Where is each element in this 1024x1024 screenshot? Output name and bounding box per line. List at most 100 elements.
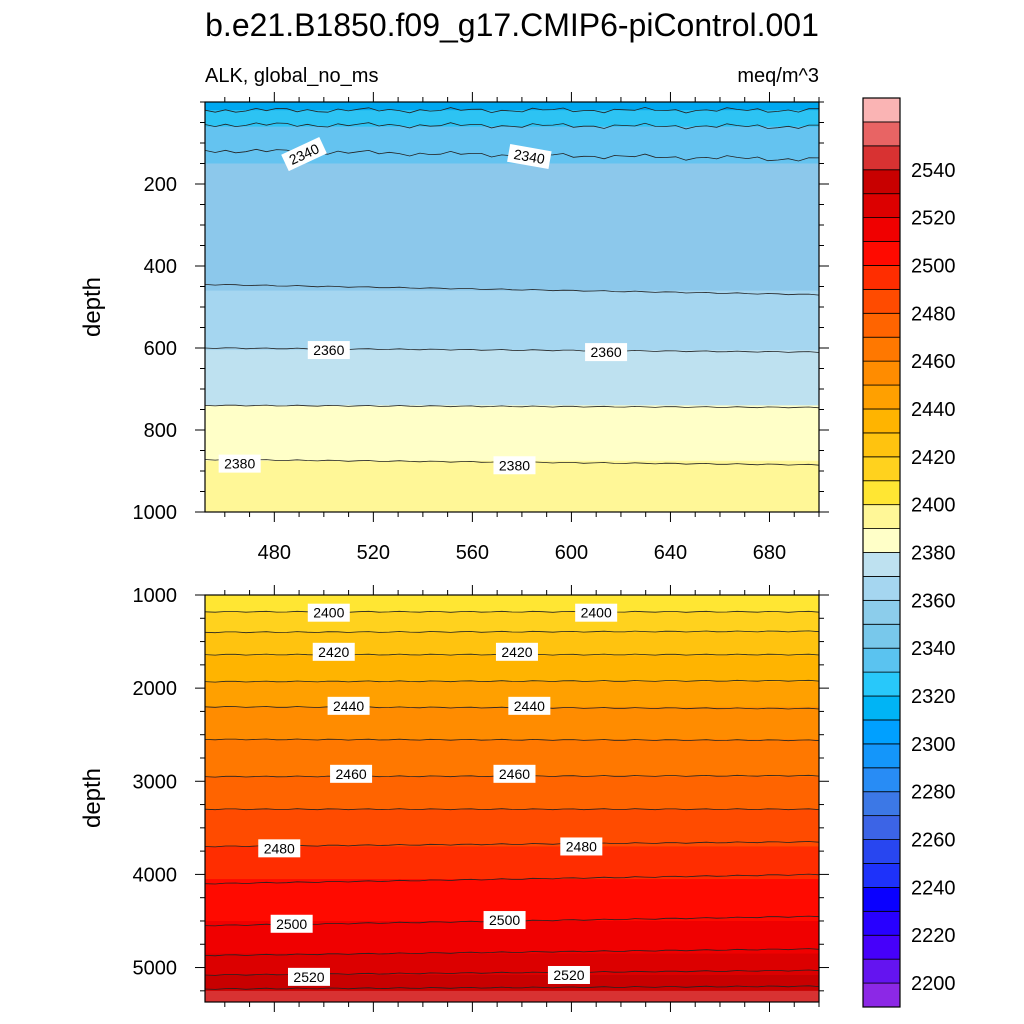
colorbar-swatch-2390 xyxy=(862,504,901,529)
units-string: meq/m^3 xyxy=(737,65,819,87)
lower-contour-label-text: 2400 xyxy=(581,605,612,621)
colorbar-label: 2520 xyxy=(911,208,956,230)
lower-band-8 xyxy=(205,809,819,847)
upper-contour-line-2370 xyxy=(205,404,819,409)
lower-contour-line-2460 xyxy=(205,808,819,811)
lower-contour-label-bg xyxy=(307,603,350,622)
upper-x-tick-label: 600 xyxy=(555,542,588,564)
lower-contour-label-text: 2480 xyxy=(264,840,295,856)
colorbar-swatch-2560 xyxy=(862,97,901,123)
upper-contour-label-bg xyxy=(307,341,350,360)
lower-y-tick-label: 1000 xyxy=(133,585,178,607)
lower-contour-label-bg xyxy=(287,967,330,986)
lower-contour-label-13: 2520 xyxy=(547,965,590,984)
lower-contour-label-7: 2460 xyxy=(493,764,536,783)
lower-contour-label-4: 2440 xyxy=(327,696,370,715)
colorbar-swatch-2330 xyxy=(862,647,901,673)
colorbar-swatch-2450 xyxy=(862,360,901,386)
colorbar-swatch-2480 xyxy=(862,288,901,314)
colorbar-label: 2200 xyxy=(911,973,956,995)
colorbar-swatch-2290 xyxy=(862,743,901,769)
colorbar-swatch-2440 xyxy=(862,384,901,410)
upper-band-3 xyxy=(205,163,819,292)
lower-contour-line-2400 xyxy=(205,630,819,634)
upper-band-1 xyxy=(205,110,819,128)
lower-contour-label-text: 2520 xyxy=(293,969,324,985)
lower-contour-label-text: 2500 xyxy=(489,912,520,928)
upper-contour-label-bg xyxy=(218,454,261,473)
lower-band-14 xyxy=(205,990,819,1002)
lower-contour-label-bg xyxy=(493,764,536,783)
lower-contour-label-text: 2440 xyxy=(514,698,545,714)
colorbar-label: 2260 xyxy=(911,830,956,852)
lower-y-tick-label: 5000 xyxy=(133,958,178,980)
colorbar-swatch-2510 xyxy=(862,217,901,242)
upper-x-tick-label: 680 xyxy=(753,542,786,564)
colorbar-swatch-2230 xyxy=(862,886,901,912)
upper-band-5 xyxy=(205,350,819,406)
left-string: ALK, global_no_ms xyxy=(205,65,378,87)
lower-contour-label-bg xyxy=(270,914,313,933)
upper-contour-label-1: 2340 xyxy=(507,144,552,170)
lower-band-9 xyxy=(205,846,819,880)
colorbar-swatch-2220 xyxy=(862,910,901,936)
upper-contour-label-bg xyxy=(493,456,536,475)
lower-contour-line-2480 xyxy=(205,873,819,885)
upper-y-tick-label: 200 xyxy=(144,174,177,196)
lower-contour-label-bg xyxy=(312,642,355,661)
colorbar-label: 2360 xyxy=(911,590,956,612)
upper-contour-label-text: 2360 xyxy=(313,342,344,358)
lower-contour-label-text: 2480 xyxy=(566,838,597,854)
lower-contour-label-2: 2420 xyxy=(312,642,355,661)
lower-contour-label-text: 2460 xyxy=(499,766,530,782)
colorbar-swatch-2430 xyxy=(862,408,901,434)
upper-x-tick-label: 640 xyxy=(654,542,687,564)
colorbar-swatch-2310 xyxy=(862,695,901,721)
colorbar-swatch-2280 xyxy=(862,767,901,793)
lower-contour-line-2440 xyxy=(205,738,819,742)
upper-contour-line-2320 xyxy=(205,106,819,114)
colorbar-swatch-2200 xyxy=(862,958,901,984)
upper-contour-line-2360 xyxy=(205,347,819,353)
colorbar-swatch-2360 xyxy=(862,576,901,601)
upper-contour-label-text: 2340 xyxy=(513,146,547,167)
lower-contour-label-bg xyxy=(575,603,618,622)
colorbar-swatch-2520 xyxy=(862,193,901,219)
lower-contour-line-2395 xyxy=(205,610,819,613)
upper-contour-label-2: 2360 xyxy=(307,341,350,360)
lower-y-tick-label: 2000 xyxy=(133,678,178,700)
lower-contour-label-bg xyxy=(495,642,538,661)
lower-contour-label-text: 2420 xyxy=(318,644,349,660)
colorbar-swatch-2530 xyxy=(862,169,901,195)
lower-contour-label-12: 2520 xyxy=(287,967,330,986)
upper-y-tick-label: 400 xyxy=(144,256,177,278)
lower-contour-label-bg xyxy=(327,696,370,715)
colorbar-swatch-2370 xyxy=(862,552,901,577)
colorbar-swatch-2420 xyxy=(862,432,901,458)
colorbar-swatch-2190 xyxy=(862,982,901,1008)
colorbar: 2200 2220 2240 2260 2280 2300 2320 2340 2360 2380… xyxy=(862,97,956,1008)
lower-contour-label-text: 2520 xyxy=(553,967,584,983)
lower-contour-label-bg xyxy=(508,696,551,715)
colorbar-swatch-2490 xyxy=(862,265,901,290)
chart-title: b.e21.B1850.f09_g17.CMIP6-piControl.001 xyxy=(205,7,819,43)
upper-contour-label-text: 2380 xyxy=(499,457,530,473)
upper-contour-label-3: 2360 xyxy=(585,343,628,362)
upper-x-tick-label: 520 xyxy=(357,542,390,564)
lower-contour-label-bg xyxy=(258,839,301,858)
lower-contour-label-bg xyxy=(330,764,373,783)
upper-contour-line-2330 xyxy=(205,122,819,130)
lower-contour-line-2470 xyxy=(205,841,819,848)
colorbar-swatch-2500 xyxy=(862,241,901,266)
colorbar-swatch-2240 xyxy=(862,863,901,888)
lower-band-1 xyxy=(205,611,819,633)
lower-band-0 xyxy=(205,595,819,613)
colorbar-swatch-2250 xyxy=(862,839,901,864)
upper-contour-label-bg xyxy=(281,137,327,172)
colorbar-swatch-2210 xyxy=(862,934,901,960)
upper-y-tick-label: 600 xyxy=(144,338,177,360)
lower-contour-label-1: 2400 xyxy=(575,603,618,622)
upper-y-axis-label: depth xyxy=(79,277,106,337)
lower-contour-label-bg xyxy=(547,965,590,984)
upper-x-tick-label: 480 xyxy=(258,542,291,564)
